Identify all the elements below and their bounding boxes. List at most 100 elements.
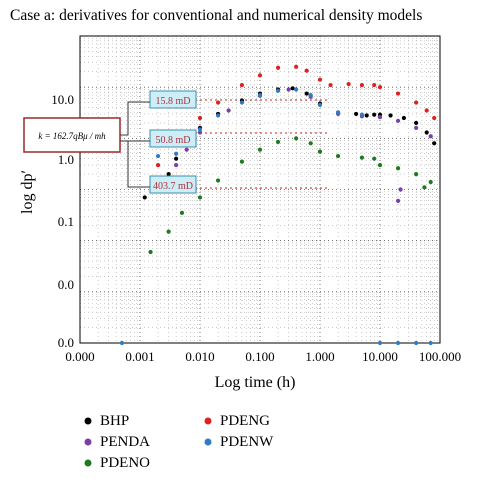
x-tick-label: 0.000: [65, 349, 94, 364]
data-point: [148, 249, 153, 255]
y-tick-label: 0.0: [58, 335, 74, 350]
legend-label: PDENO: [100, 455, 150, 471]
y-tick-label: 10.0: [51, 92, 74, 107]
data-point: [239, 82, 245, 88]
grid-layer: [79, 36, 440, 344]
data-point: [119, 340, 125, 346]
legend-item-penda: PENDA: [84, 434, 150, 450]
data-point: [286, 87, 291, 92]
permeability-box-label: 15.8 mD: [156, 96, 191, 107]
data-point: [257, 92, 263, 98]
data-point: [359, 155, 365, 160]
x-tick-label: 0.001: [125, 349, 154, 364]
data-point: [346, 81, 351, 87]
data-point: [335, 153, 341, 159]
annotation-boxes: 15.8 mD 50.8 mD 403.7 mD: [120, 90, 197, 194]
data-point: [197, 195, 203, 200]
data-point: [424, 130, 429, 135]
formula-text: k = 162.7qBμ / mh: [38, 131, 106, 141]
data-point: [414, 100, 419, 105]
data-point: [328, 82, 333, 88]
data-point: [395, 118, 401, 123]
legend-marker: [204, 438, 212, 446]
data-point: [359, 82, 365, 88]
data-point: [414, 340, 419, 346]
data-point: [432, 115, 437, 121]
data-point: [197, 127, 203, 132]
x-tick-label: 0.100: [245, 349, 274, 364]
data-point: [432, 141, 437, 146]
data-point: [290, 86, 295, 91]
data-point: [395, 340, 401, 346]
data-point: [388, 113, 393, 118]
data-point: [377, 340, 383, 346]
permeability-box: 15.8 mD: [120, 90, 197, 136]
data-point: [395, 91, 401, 96]
data-point: [197, 130, 203, 135]
x-tick-label: 0.010: [185, 349, 214, 364]
data-point: [275, 65, 281, 70]
data-point: [197, 115, 203, 121]
data-point: [422, 185, 427, 190]
data-point: [395, 198, 401, 203]
permeability-formula-annotation: k = 162.7qBμ / mh: [23, 117, 121, 153]
data-point: [155, 162, 161, 168]
permeability-box-label: 50.8 mD: [156, 135, 191, 146]
data-point: [294, 136, 299, 141]
data-point: [372, 82, 377, 88]
data-point: [174, 151, 179, 156]
y-tick-label: 0.0: [58, 277, 74, 292]
data-point: [395, 166, 401, 171]
legend-marker: [84, 417, 92, 425]
x-tick-label: 10.000: [362, 349, 398, 364]
data-point: [215, 178, 221, 183]
data-point: [184, 147, 189, 152]
series-pdeng: [155, 64, 437, 168]
y-tick-label: 0.1: [58, 214, 74, 229]
data-point: [359, 112, 365, 117]
data-point: [166, 171, 171, 177]
data-point: [414, 125, 419, 130]
data-point: [317, 102, 323, 108]
data-point: [294, 87, 299, 92]
data-point: [401, 115, 406, 121]
data-point: [317, 149, 323, 154]
legend-label: PDENG: [220, 413, 270, 429]
data-point: [275, 139, 281, 145]
legend-marker: [204, 417, 212, 425]
data-point: [377, 85, 383, 90]
series-pdeno: [148, 136, 433, 255]
reference-lines: [190, 99, 330, 189]
data-point: [155, 153, 161, 159]
legend-marker: [84, 438, 92, 446]
legend: BHP PENDA PDENO PDENG PDENW: [84, 413, 274, 471]
data-point: [275, 88, 281, 93]
permeability-box-label: 403.7 mD: [153, 181, 193, 192]
data-point: [142, 195, 147, 200]
data-point: [174, 156, 179, 161]
data-point: [377, 162, 383, 168]
annotation-connector: [120, 140, 150, 188]
data-point: [372, 112, 377, 117]
data-point: [179, 210, 185, 215]
data-point: [304, 68, 309, 73]
data-point: [428, 134, 433, 139]
data-point: [364, 113, 369, 118]
annotation-connector: [120, 101, 150, 136]
data-point: [239, 100, 245, 105]
data-point: [335, 110, 341, 115]
plot-frame: [79, 35, 441, 344]
data-point: [414, 171, 419, 177]
legend-label: BHP: [100, 413, 129, 429]
data-point: [308, 141, 313, 146]
x-tick-label: 100.000: [419, 349, 461, 364]
data-point: [226, 108, 231, 113]
data-point: [317, 77, 323, 82]
series-penda: [161, 87, 433, 203]
y-axis-label: log dp′: [19, 170, 36, 214]
chart-title: Case a: derivatives for conventional and…: [10, 7, 422, 24]
data-point: [166, 229, 171, 234]
x-axis-label: Log time (h): [215, 374, 296, 391]
legend-label: PDENW: [220, 434, 274, 450]
